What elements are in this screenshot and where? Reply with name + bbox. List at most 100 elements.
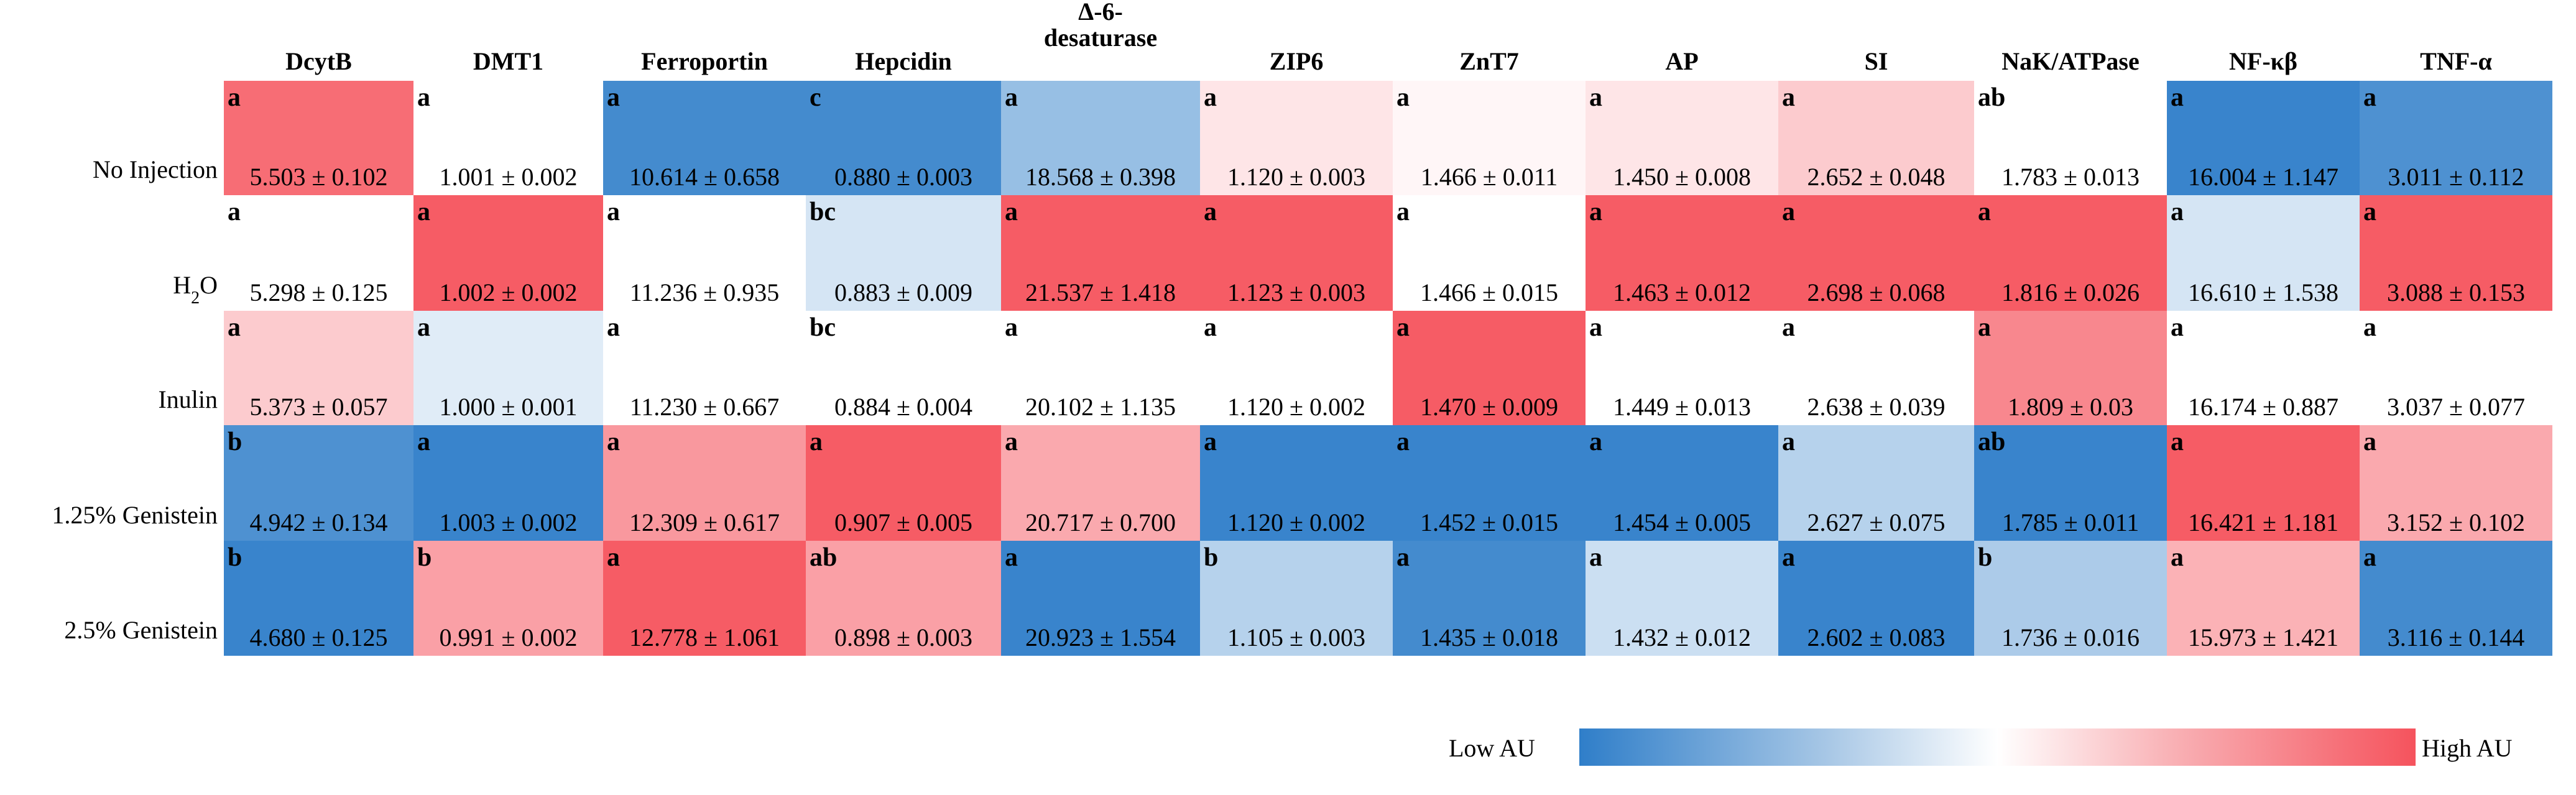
cell-letter-r2-c10: a — [2171, 313, 2184, 342]
cell-letter-r3-c2: a — [607, 428, 620, 456]
row-label-4: 2.5% Genistein — [64, 616, 218, 644]
cell-letter-r1-c9: a — [1978, 198, 1991, 226]
cell-letter-r4-c11: a — [2363, 543, 2376, 572]
cell-value-r3-c9: 1.785 ± 0.011 — [2002, 508, 2139, 536]
cell-value-r2-c7: 1.449 ± 0.013 — [1613, 393, 1751, 421]
cell-value-r4-c4: 20.923 ± 1.554 — [1025, 623, 1176, 651]
cell-value-r2-c4: 20.102 ± 1.135 — [1025, 393, 1176, 421]
cell-letter-r0-c0: a — [228, 83, 241, 112]
cell-letter-r4-c3: ab — [810, 543, 837, 572]
cell-letter-r3-c4: a — [1005, 428, 1018, 456]
heatmap-cell-r1-c10 — [2167, 195, 2360, 311]
cell-letter-r1-c5: a — [1204, 198, 1217, 226]
heatmap-cell-r3-c10 — [2167, 425, 2360, 541]
cell-value-r0-c5: 1.120 ± 0.003 — [1227, 163, 1365, 191]
cell-value-r2-c2: 11.230 ± 0.667 — [630, 393, 779, 421]
cell-letter-r1-c2: a — [607, 198, 620, 226]
heatmap-cell-r2-c8 — [1778, 311, 1974, 425]
cell-value-r3-c1: 1.003 ± 0.002 — [440, 508, 578, 536]
cell-letter-r0-c7: a — [1589, 83, 1602, 112]
heatmap-cell-r0-c7 — [1586, 81, 1778, 195]
cell-letter-r4-c9: b — [1978, 543, 1992, 572]
cell-letter-r2-c0: a — [228, 313, 241, 342]
cell-letter-r0-c1: a — [417, 83, 430, 112]
cell-value-r2-c0: 5.373 ± 0.057 — [250, 393, 388, 421]
cell-letter-r3-c9: ab — [1978, 428, 2005, 456]
heatmap-cell-r1-c6 — [1393, 195, 1586, 311]
heatmap-cell-r1-c3 — [806, 195, 1001, 311]
heatmap-cell-r4-c9 — [1974, 541, 2167, 656]
col-header-9: NaK/ATPase — [2001, 47, 2139, 75]
heatmap-cell-r0-c2 — [603, 81, 806, 195]
heatmap-cell-r3-c11 — [2360, 425, 2552, 541]
cell-value-r0-c4: 18.568 ± 0.398 — [1025, 163, 1176, 191]
col-header-8: SI — [1865, 47, 1888, 75]
heatmap-cell-r1-c9 — [1974, 195, 2167, 311]
row-label-2: Inulin — [158, 385, 218, 413]
legend-color-bar — [1579, 728, 2416, 766]
heatmap-cell-r4-c3 — [806, 541, 1001, 656]
heatmap-cell-r2-c10 — [2167, 311, 2360, 425]
heatmap-cell-r0-c5 — [1200, 81, 1393, 195]
cell-value-r0-c0: 5.503 ± 0.102 — [250, 163, 388, 191]
cell-value-r3-c5: 1.120 ± 0.002 — [1227, 508, 1365, 536]
cell-letter-r1-c8: a — [1782, 198, 1795, 226]
cell-value-r0-c6: 1.466 ± 0.011 — [1421, 163, 1558, 191]
heatmap-cell-r0-c10 — [2167, 81, 2360, 195]
heatmap-cell-r3-c8 — [1778, 425, 1974, 541]
col-header-5: ZIP6 — [1270, 47, 1324, 75]
cell-letter-r0-c9: ab — [1978, 83, 2005, 112]
heatmap-cell-r3-c4 — [1001, 425, 1200, 541]
heatmap-cell-r2-c9 — [1974, 311, 2167, 425]
col-header-11: TNF-α — [2420, 47, 2492, 75]
cell-value-r4-c8: 2.602 ± 0.083 — [1807, 623, 1946, 651]
heatmap-cell-r0-c11 — [2360, 81, 2552, 195]
cell-value-r3-c10: 16.421 ± 1.181 — [2188, 508, 2338, 536]
cell-value-r4-c11: 3.116 ± 0.144 — [2388, 623, 2524, 651]
cell-letter-r3-c6: a — [1396, 428, 1410, 456]
heatmap-cell-r0-c9 — [1974, 81, 2167, 195]
cell-value-r1-c1: 1.002 ± 0.002 — [440, 278, 578, 306]
cell-letter-r3-c7: a — [1589, 428, 1602, 456]
cell-letter-r1-c3: bc — [810, 198, 836, 226]
heatmap-cell-r3-c5 — [1200, 425, 1393, 541]
cell-letter-r4-c7: a — [1589, 543, 1602, 572]
heatmap-cell-r3-c2 — [603, 425, 806, 541]
cell-letter-r1-c10: a — [2171, 198, 2184, 226]
cell-letter-r1-c11: a — [2363, 198, 2376, 226]
heatmap-cell-r1-c4 — [1001, 195, 1200, 311]
heatmap-cell-r2-c3 — [806, 311, 1001, 425]
cell-letter-r4-c2: a — [607, 543, 620, 572]
heatmap-cell-r3-c1 — [413, 425, 603, 541]
cell-value-r3-c7: 1.454 ± 0.005 — [1613, 508, 1751, 536]
cell-letter-r2-c3: bc — [810, 313, 836, 342]
cell-value-r2-c1: 1.000 ± 0.001 — [440, 393, 578, 421]
heatmap-cell-r4-c6 — [1393, 541, 1586, 656]
cell-letter-r2-c4: a — [1005, 313, 1018, 342]
cell-letter-r0-c5: a — [1204, 83, 1217, 112]
cell-value-r2-c8: 2.638 ± 0.039 — [1807, 393, 1946, 421]
heatmap-cell-r1-c1 — [413, 195, 603, 311]
heatmap-cell-r0-c3 — [806, 81, 1001, 195]
cell-letter-r3-c3: a — [810, 428, 823, 456]
cell-value-r0-c9: 1.783 ± 0.013 — [2001, 163, 2140, 191]
heatmap-cell-r4-c1 — [413, 541, 603, 656]
cell-letter-r4-c4: a — [1005, 543, 1018, 572]
cell-letter-r4-c8: a — [1782, 543, 1795, 572]
cell-value-r4-c7: 1.432 ± 0.012 — [1613, 623, 1751, 651]
cell-letter-r3-c11: a — [2363, 428, 2376, 456]
cell-value-r3-c11: 3.152 ± 0.102 — [2387, 508, 2525, 536]
heatmap-cell-r1-c0 — [224, 195, 413, 311]
heatmap-cell-r4-c5 — [1200, 541, 1393, 656]
heatmap-cell-r2-c0 — [224, 311, 413, 425]
heatmap-cell-r4-c11 — [2360, 541, 2552, 656]
cell-letter-r1-c4: a — [1005, 198, 1018, 226]
cell-value-r1-c4: 21.537 ± 1.418 — [1025, 278, 1176, 306]
col-header-0: DcytB — [285, 47, 352, 75]
col-header-3: Hepcidin — [855, 47, 952, 75]
cell-letter-r2-c5: a — [1204, 313, 1217, 342]
cell-letter-r1-c7: a — [1589, 198, 1602, 226]
cell-value-r4-c5: 1.105 ± 0.003 — [1227, 623, 1365, 651]
cell-value-r4-c1: 0.991 ± 0.002 — [440, 623, 578, 651]
